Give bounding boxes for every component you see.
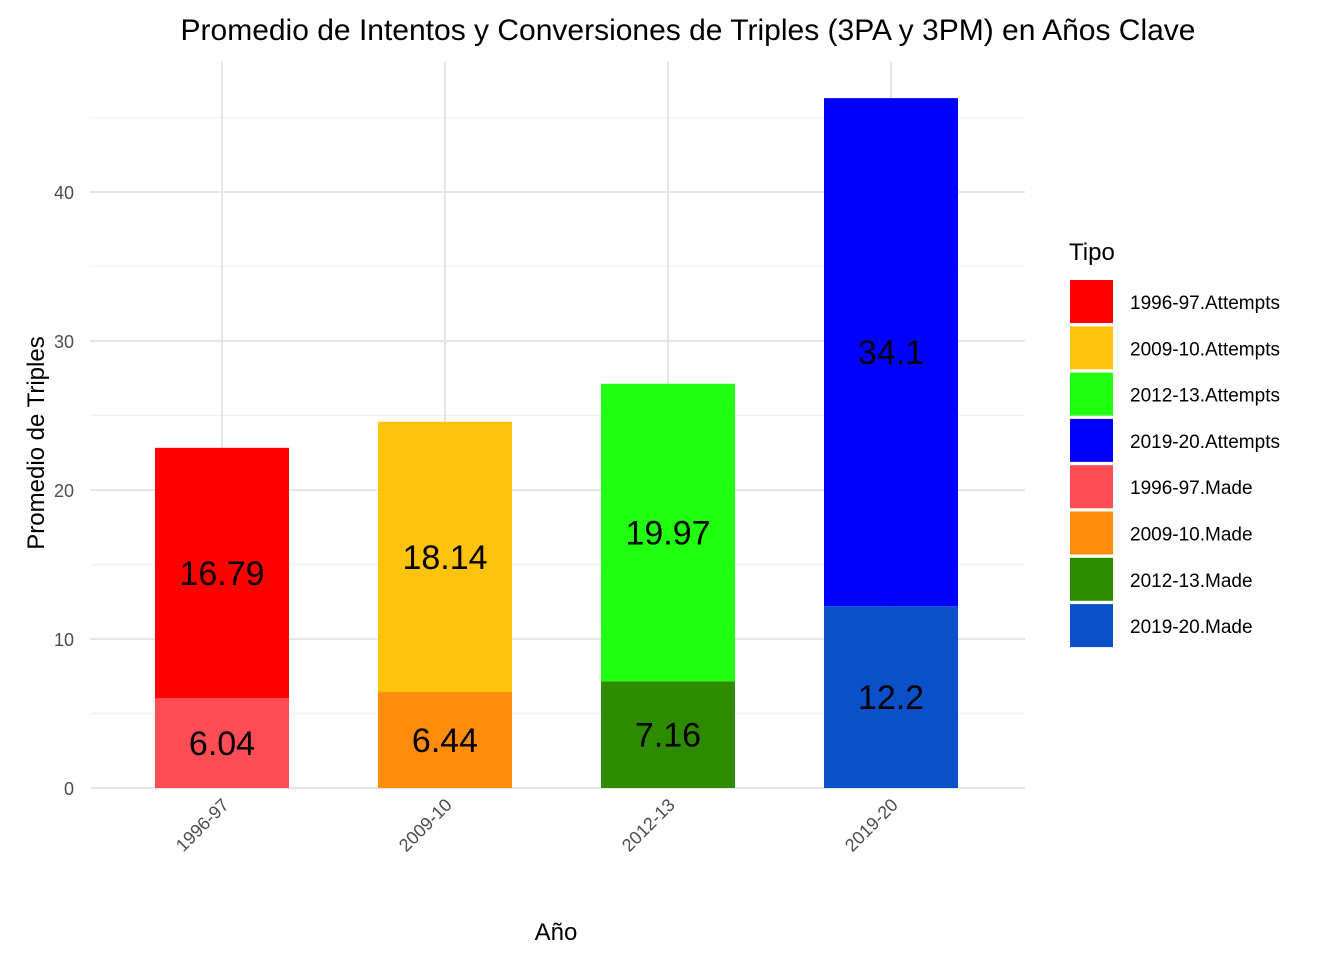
bar-label-attempts-1996-97: 16.79 bbox=[179, 555, 264, 593]
x-tick-label: 2009-10 bbox=[395, 795, 456, 856]
x-tick-label: 1996-97 bbox=[172, 795, 233, 856]
legend-label: 1996-97.Made bbox=[1130, 478, 1253, 499]
legend-swatch bbox=[1070, 280, 1113, 323]
x-tick-label: 2012-13 bbox=[618, 795, 679, 856]
y-tick-label: 40 bbox=[54, 183, 74, 203]
legend-label: 2019-20.Made bbox=[1130, 617, 1253, 638]
bar-made-2009-10 bbox=[378, 692, 512, 788]
y-axis-title: Promedio de Triples bbox=[23, 336, 50, 549]
bar-made-2012-13 bbox=[601, 681, 735, 788]
y-tick-label: 30 bbox=[54, 332, 74, 352]
bar-attempts-2012-13 bbox=[601, 383, 735, 682]
legend-label: 2009-10.Made bbox=[1130, 525, 1253, 546]
bar-label-attempts-2019-20: 34.1 bbox=[858, 334, 924, 372]
bar-made-2019-20 bbox=[824, 606, 958, 788]
bar-attempts-2009-10 bbox=[378, 421, 512, 693]
legend-swatch bbox=[1070, 326, 1113, 370]
y-tick-label: 10 bbox=[54, 630, 74, 650]
legend: Tipo 1996-97.Attempts 2009-10.Attempts 201… bbox=[1069, 239, 1280, 648]
bar-made-1996-97 bbox=[155, 698, 289, 788]
legend-label: 2019-20.Attempts bbox=[1130, 432, 1280, 453]
bar-label-made-2009-10: 6.44 bbox=[412, 722, 478, 760]
bar-label-made-2019-20: 12.2 bbox=[858, 679, 924, 717]
bar-label-attempts-2009-10: 18.14 bbox=[402, 539, 487, 577]
bar-label-attempts-2012-13: 19.97 bbox=[625, 515, 710, 553]
legend-label: 2012-13.Made bbox=[1130, 571, 1253, 592]
x-axis-title: Año bbox=[535, 919, 578, 946]
legend-swatch bbox=[1070, 557, 1113, 601]
x-axis-ticks: 1996-97 2009-10 2012-13 2019-20 bbox=[172, 795, 902, 856]
legend-swatch bbox=[1070, 372, 1113, 416]
y-axis-ticks: 0 10 20 30 40 bbox=[54, 183, 74, 799]
bar-attempts-1996-97 bbox=[155, 447, 289, 699]
bar-label-made-2012-13: 7.16 bbox=[635, 717, 701, 755]
legend-swatch bbox=[1070, 604, 1113, 648]
legend-label: 2009-10.Attempts bbox=[1130, 339, 1280, 360]
legend-label: 1996-97.Attempts bbox=[1130, 293, 1280, 314]
legend-swatch bbox=[1070, 465, 1113, 509]
bars bbox=[155, 98, 958, 788]
legend-swatch bbox=[1070, 511, 1113, 555]
chart-title: Promedio de Intentos y Conversiones de T… bbox=[181, 14, 1196, 47]
y-tick-label: 20 bbox=[54, 481, 74, 501]
bar-labels: 6.04 16.79 6.44 18.14 7.16 19.97 12.2 34.1 bbox=[179, 334, 924, 763]
legend-label: 2012-13.Attempts bbox=[1130, 386, 1280, 407]
bar-label-made-1996-97: 6.04 bbox=[189, 725, 255, 763]
x-tick-label: 2019-20 bbox=[841, 795, 902, 856]
legend-title: Tipo bbox=[1069, 239, 1115, 266]
y-tick-label: 0 bbox=[64, 779, 74, 799]
bar-attempts-2019-20 bbox=[824, 98, 958, 607]
legend-swatch bbox=[1070, 418, 1113, 462]
